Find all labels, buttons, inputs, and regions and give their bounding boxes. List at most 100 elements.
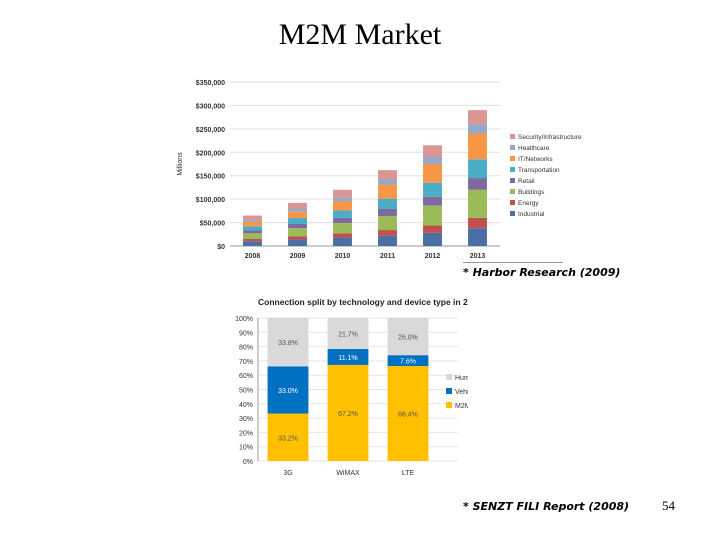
y-tick-label: $200,000 <box>196 150 225 157</box>
data-label: 11.1% <box>338 355 357 362</box>
bar-segment-it-networks <box>468 133 487 160</box>
bar-segment-human <box>267 318 309 367</box>
y-tick-label: 10% <box>239 445 253 452</box>
y-tick-label: $100,000 <box>196 197 225 204</box>
bar-segment-it-networks <box>423 164 442 183</box>
legend-swatch <box>510 167 515 172</box>
slide-title: M2M Market <box>278 18 442 51</box>
y-tick-label: $0 <box>217 244 225 251</box>
x-tick-label: WiMAX <box>336 470 360 477</box>
legend-swatch <box>446 388 452 394</box>
bar-segment-energy <box>468 217 487 229</box>
x-tick-label: 2011 <box>380 253 395 260</box>
bar-segment-security-infrastructure <box>333 189 352 198</box>
y-tick-label: 100% <box>235 316 253 323</box>
y-tick-label: 70% <box>239 359 253 366</box>
data-label: 33.8% <box>278 340 298 347</box>
data-label: 33.0% <box>278 388 298 395</box>
legend-label: Human <box>455 375 468 382</box>
legend-label: Buildings <box>518 189 545 196</box>
bar-segment-buildings <box>423 205 442 226</box>
legend-swatch <box>510 211 515 216</box>
x-tick-label: 2012 <box>425 253 441 260</box>
bar-segment-buildings <box>243 233 262 239</box>
legend-label: Vehicle <box>455 389 468 396</box>
legend-label: Transportation <box>518 167 560 174</box>
legend-swatch <box>446 374 452 380</box>
bar-segment-healthcare <box>468 124 487 134</box>
legend-swatch <box>510 200 515 205</box>
y-tick-label: 60% <box>239 373 253 380</box>
legend-label: IT/Networks <box>518 156 553 163</box>
legend-label: Security/Infrastructure <box>518 134 582 141</box>
connection-split-chart: Connection split by technology and devic… <box>235 297 468 477</box>
y-tick-label: $350,000 <box>196 80 225 87</box>
bar-segment-industrial <box>378 235 397 246</box>
data-label: 66.4% <box>398 412 418 419</box>
legend-label: Retail <box>518 178 535 185</box>
x-tick-label: 2010 <box>335 253 351 260</box>
legend-label: Industrial <box>518 211 545 218</box>
legend-swatch <box>446 402 452 408</box>
y-tick-label: $50,000 <box>200 221 225 228</box>
y-tick-label: 90% <box>239 330 253 337</box>
x-tick-label: 2009 <box>290 253 306 260</box>
bar-segment-transportation <box>243 226 262 231</box>
legend-label: Healthcare <box>518 145 550 152</box>
y-tick-label: 0% <box>243 459 253 466</box>
data-label: 7.6% <box>400 359 416 366</box>
bar-segment-retail <box>423 196 442 206</box>
data-label: 67.2% <box>338 411 358 418</box>
bar-segment-healthcare <box>243 219 262 222</box>
bar-segment-vehicle <box>267 366 309 414</box>
bar-segment-human <box>327 318 369 350</box>
bar-segment-industrial <box>288 239 307 246</box>
bar-segment-energy <box>333 233 352 238</box>
legend-swatch <box>510 156 515 161</box>
legend-swatch <box>510 189 515 194</box>
source-divider <box>463 262 563 263</box>
bar-segment-security-infrastructure <box>288 202 307 209</box>
bar-segment-retail <box>333 217 352 224</box>
bar-segment-human <box>387 318 429 356</box>
bar-segment-healthcare <box>333 197 352 202</box>
bar-segment-industrial <box>333 237 352 246</box>
bar-segment-transportation <box>333 210 352 218</box>
chart-title: Connection split by technology and devic… <box>258 297 468 307</box>
bar-segment-energy <box>288 236 307 240</box>
bar-segment-industrial <box>468 228 487 246</box>
bar-segment-security-infrastructure <box>468 110 487 125</box>
y-tick-label: 20% <box>239 430 253 437</box>
bar-segment-security-infrastructure <box>243 215 262 220</box>
y-tick-label: $150,000 <box>196 174 225 181</box>
bar-segment-m2m <box>327 364 369 461</box>
y-axis-title: Millions <box>177 152 184 176</box>
bar-segment-energy <box>423 225 442 233</box>
source-harbor-research: * Harbor Research (2009) <box>463 266 621 279</box>
bar-segment-buildings <box>288 228 307 237</box>
bar-segment-it-networks <box>378 184 397 199</box>
bar-segment-it-networks <box>288 211 307 218</box>
x-tick-label: 2013 <box>470 253 486 260</box>
x-tick-label: 2008 <box>245 253 261 260</box>
bar-segment-vehicle <box>387 355 429 367</box>
bar-segment-industrial <box>423 232 442 246</box>
bar-segment-transportation <box>378 198 397 209</box>
bar-segment-transportation <box>468 159 487 179</box>
bar-segment-energy <box>243 238 262 242</box>
bar-segment-retail <box>243 230 262 234</box>
bar-segment-security-infrastructure <box>378 170 397 180</box>
legend-label: M2M <box>455 403 468 410</box>
bar-segment-m2m <box>387 366 429 461</box>
bar-segment-transportation <box>288 217 307 224</box>
bar-segment-transportation <box>423 182 442 197</box>
bar-segment-security-infrastructure <box>423 145 442 157</box>
y-tick-label: $300,000 <box>196 103 225 110</box>
bar-segment-industrial <box>243 241 262 246</box>
bar-segment-energy <box>378 230 397 236</box>
y-tick-label: 30% <box>239 416 253 423</box>
legend-swatch <box>510 178 515 183</box>
bar-segment-buildings <box>333 223 352 234</box>
bar-segment-retail <box>288 223 307 229</box>
bar-segment-buildings <box>378 216 397 231</box>
